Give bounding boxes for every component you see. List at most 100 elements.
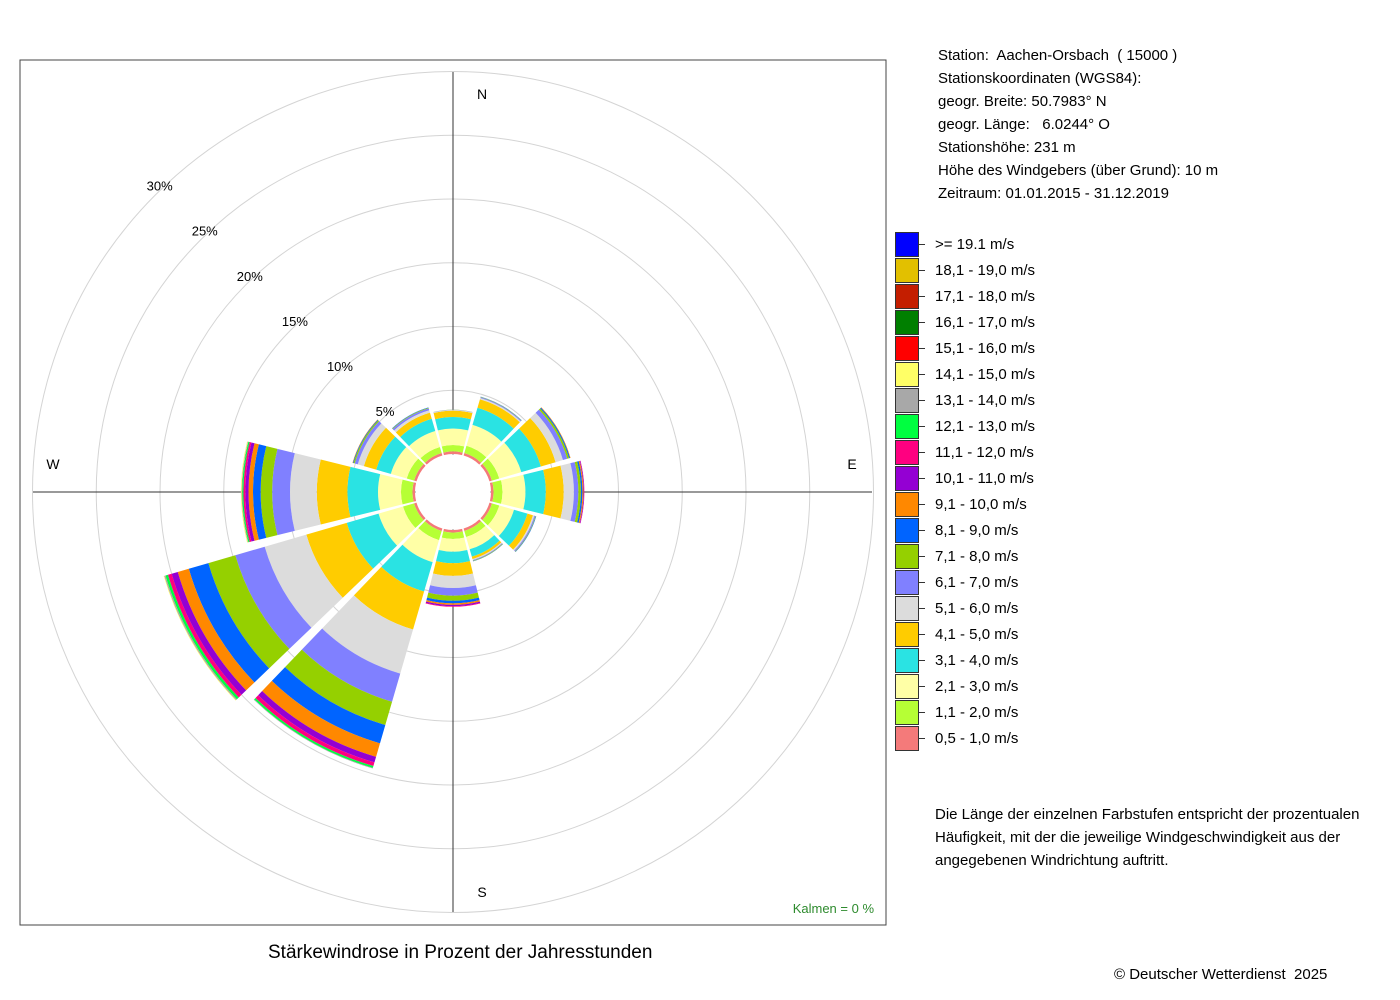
legend-tick — [919, 270, 925, 271]
bar-segment — [477, 399, 520, 429]
bar-segment — [508, 513, 533, 550]
legend-swatch — [895, 570, 919, 595]
bar-segment — [171, 571, 247, 695]
bar-segment — [412, 482, 417, 502]
station-latitude: geogr. Breite: 50.7983° N — [938, 93, 1107, 110]
compass-label-s: S — [477, 884, 486, 900]
bar-segment — [418, 521, 442, 541]
radial-tick-labels: 5% 10% 15% 20% 25% 30% — [147, 179, 395, 419]
legend-tick — [919, 504, 925, 505]
legend-label: 4,1 - 5,0 m/s — [935, 626, 1019, 643]
direction-150 — [463, 519, 504, 562]
bar-segment — [272, 448, 295, 536]
legend-swatch — [895, 440, 919, 465]
legend-tick — [919, 374, 925, 375]
bar-segment — [463, 453, 482, 465]
bar-segment — [466, 525, 495, 550]
calm-label: Kalmen = 0 % — [793, 901, 875, 916]
legend-swatch — [895, 258, 919, 283]
legend-tick — [919, 530, 925, 531]
legend-swatch — [895, 596, 919, 621]
time-period: Zeitraum: 01.01.2015 - 31.12.2019 — [938, 185, 1169, 202]
legend-label: 17,1 - 18,0 m/s — [935, 288, 1036, 305]
bar-segment — [570, 462, 579, 522]
bar-segment — [436, 549, 470, 564]
bar-segment — [426, 600, 480, 605]
direction-120 — [480, 502, 537, 553]
legend-tick — [919, 608, 925, 609]
bar-segment — [394, 410, 430, 433]
bar-segment — [432, 561, 474, 576]
bar-segment — [482, 458, 500, 481]
legend-tick — [919, 426, 925, 427]
legend-swatch — [895, 466, 919, 491]
legend-tick — [919, 660, 925, 661]
bar-segment — [578, 460, 584, 524]
bar-segment — [435, 417, 471, 431]
legend-note: Die Länge der einzelnen Farbstufen entsp… — [935, 803, 1395, 872]
bar-segment — [414, 463, 426, 482]
bar-segment — [378, 506, 416, 546]
bar-segment — [402, 528, 440, 563]
bar-segment — [414, 502, 426, 521]
note-line: angegebenen Windrichtung auftritt. — [935, 852, 1169, 869]
legend-swatch — [895, 700, 919, 725]
legend-swatch — [895, 492, 919, 517]
legend-tick — [919, 582, 925, 583]
legend-tick — [919, 738, 925, 739]
legend-label: 0,5 - 1,0 m/s — [935, 730, 1019, 747]
bar-segment — [492, 480, 503, 504]
bar-segment — [248, 443, 259, 541]
bar-segment — [363, 427, 396, 470]
bar-segment — [390, 447, 419, 479]
legend-swatch — [895, 648, 919, 673]
bar-segment — [420, 446, 442, 463]
bar-segment — [471, 540, 502, 560]
bar-segment — [301, 628, 401, 702]
legend-tick — [919, 348, 925, 349]
legend-swatch — [895, 414, 919, 439]
radial-tick-label: 25% — [192, 224, 218, 239]
bar-segment — [464, 521, 486, 538]
bar-segment — [530, 412, 563, 463]
bar-segment — [466, 424, 502, 458]
legend-swatch — [895, 726, 919, 751]
legend-label: 3,1 - 4,0 m/s — [935, 652, 1019, 669]
legend-swatch — [895, 544, 919, 569]
bar-segment — [177, 568, 255, 691]
station-height: Stationshöhe: 231 m — [938, 139, 1076, 156]
legend-swatch — [895, 336, 919, 361]
radial-tick-label: 15% — [282, 314, 308, 329]
bar-segment — [523, 469, 546, 515]
bar-segment — [424, 453, 443, 465]
bar-segment — [208, 555, 290, 669]
bar-segment — [392, 408, 430, 431]
legend-label: >= 19.1 m/s — [935, 236, 1015, 253]
legend-tick — [919, 686, 925, 687]
bar-segment — [538, 408, 570, 459]
legend-swatch — [895, 310, 919, 335]
center-hole — [415, 454, 491, 530]
note-line: Häufigkeit, mit der die jeweilige Windge… — [935, 829, 1341, 846]
bar-segment — [235, 546, 312, 649]
direction-210 — [253, 519, 443, 769]
copyright: © Deutscher Wetterdienst 2025 — [1114, 966, 1328, 983]
bar-segment — [322, 595, 414, 674]
bar-segment — [438, 537, 468, 552]
bar-segment — [245, 442, 255, 542]
bar-segment — [433, 409, 473, 413]
bar-segment — [409, 431, 440, 459]
bar-segment — [580, 460, 585, 524]
legend-tick — [919, 634, 925, 635]
bar-segment — [433, 410, 473, 420]
bar-segment — [425, 601, 481, 607]
radial-tick-label: 20% — [237, 269, 263, 284]
bar-segment — [354, 421, 382, 465]
legend-swatch — [895, 232, 919, 257]
legend-swatch — [895, 388, 919, 413]
bar-segment — [285, 649, 393, 726]
wind-rose-chart: 5% 10% 15% 20% 25% 30% N E S W Kalmen = 0 % — [19, 59, 887, 926]
bar-segment — [395, 412, 432, 437]
bar-segment — [241, 441, 249, 543]
bar-segment — [469, 535, 500, 557]
